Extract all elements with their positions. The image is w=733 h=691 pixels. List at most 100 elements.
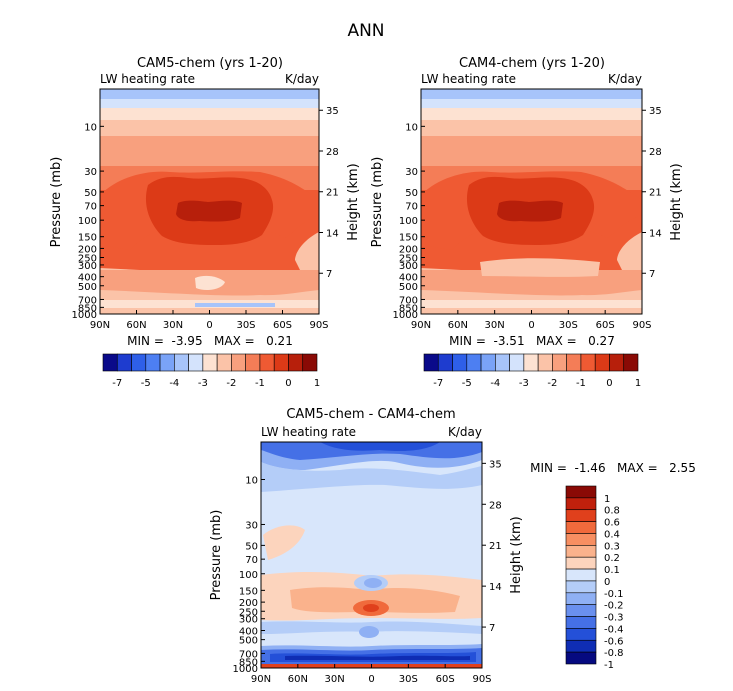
pressure-tick-label: 400	[399, 273, 418, 284]
panel-cam4-stats: MIN = -3.51 MAX = 0.27	[449, 334, 615, 348]
figure-title: ANN	[347, 21, 384, 41]
panel-diff-subtitle-right: K/day	[448, 425, 482, 439]
latitude-tick-label: 90S	[632, 320, 651, 331]
colorbar-swatch	[609, 353, 625, 372]
latitude-tick-label: 90S	[309, 320, 328, 331]
colorbar-swatch	[565, 616, 597, 629]
pressure-tick-label: 200	[239, 598, 258, 609]
panel-diff-ylabel-right: Height (km)	[509, 516, 524, 593]
colorbar-label: -4	[490, 378, 500, 389]
latitude-tick-label: 60S	[596, 320, 615, 331]
colorbar-label: 0.1	[604, 565, 620, 576]
pressure-tick-label: 1000	[393, 310, 418, 321]
colorbar-swatch	[480, 353, 496, 372]
latitude-tick-label: 90S	[472, 674, 491, 685]
panel-diff-subtitle-left: LW heating rate	[261, 425, 356, 439]
panel-cam5-plot-area	[100, 89, 319, 314]
colorbar-label: 0.6	[604, 518, 620, 529]
pressure-tick-label: 250	[239, 607, 258, 618]
panel-cam5-ylabel-right: Height (km)	[346, 163, 361, 240]
pressure-tick-label: 10	[405, 122, 418, 133]
height-tick-label: 35	[649, 106, 662, 117]
pressure-tick-label: 50	[84, 188, 97, 199]
panel-cam5-title: CAM5-chem (yrs 1-20)	[137, 56, 283, 71]
pressure-tick-label: 10	[245, 476, 258, 487]
colorbar-swatch	[565, 639, 597, 653]
pressure-tick-label: 30	[245, 520, 258, 531]
colorbar-swatch	[537, 353, 553, 372]
pressure-tick-label: 200	[399, 244, 418, 255]
pressure-tick-label: 1000	[72, 310, 97, 321]
pressure-tick-label: 300	[399, 261, 418, 272]
colorbar-swatch	[188, 353, 204, 372]
colorbar-label: -7	[112, 378, 122, 389]
colorbar-swatch	[565, 651, 597, 665]
height-tick-label: 28	[649, 147, 662, 158]
colorbar-swatch	[437, 353, 453, 372]
height-tick-label: 28	[489, 500, 502, 511]
height-tick-label: 14	[326, 228, 339, 239]
colorbar-swatch	[273, 353, 289, 372]
panel-cam4-ylabel-right: Height (km)	[669, 163, 684, 240]
colorbar-swatch	[565, 592, 597, 605]
colorbar-label: -0.8	[604, 648, 624, 659]
panel-diff-colorbar: 10.80.60.40.30.20.10-0.1-0.2-0.3-0.4-0.6…	[565, 485, 624, 671]
height-tick-label: 7	[326, 269, 332, 280]
panel-cam5-stats: MIN = -3.95 MAX = 0.21	[127, 334, 293, 348]
height-tick-label: 7	[489, 623, 495, 634]
colorbar-swatch	[302, 353, 318, 372]
panel-diff-title: CAM5-chem - CAM4-chem	[286, 407, 455, 422]
colorbar-swatch	[423, 353, 439, 372]
colorbar-label: 0	[606, 378, 612, 389]
panel-cam4-ylabel: Pressure (mb)	[370, 157, 385, 248]
colorbar-swatch	[623, 353, 639, 372]
colorbar-label: -5	[141, 378, 151, 389]
pressure-tick-label: 850	[399, 303, 418, 314]
pressure-tick-label: 850	[239, 657, 258, 668]
colorbar-swatch	[116, 353, 132, 372]
colorbar-label: 0.3	[604, 541, 620, 552]
latitude-tick-label: 60N	[448, 320, 468, 331]
latitude-tick-label: 60N	[126, 320, 146, 331]
height-tick-label: 21	[326, 188, 339, 199]
pressure-tick-label: 50	[405, 188, 418, 199]
colorbar-swatch	[565, 580, 597, 594]
pressure-tick-label: 300	[239, 615, 258, 626]
panel-diff-height-axis: 35 28 21 14 7	[482, 459, 502, 634]
colorbar-label: 0	[604, 577, 610, 588]
pressure-tick-label: 700	[399, 295, 418, 306]
colorbar-label: -4	[169, 378, 179, 389]
colorbar-label: 0	[285, 378, 291, 389]
colorbar-swatch	[594, 353, 610, 372]
latitude-tick-label: 90N	[411, 320, 431, 331]
colorbar-label: -0.1	[604, 589, 624, 600]
height-tick-label: 35	[326, 106, 339, 117]
pressure-tick-label: 500	[399, 282, 418, 293]
height-tick-label: 14	[489, 582, 502, 593]
colorbar-swatch	[202, 353, 218, 372]
panel-diff-ylabel: Pressure (mb)	[209, 510, 224, 601]
height-tick-label: 7	[649, 269, 655, 280]
panel-cam4-plot-area	[421, 89, 642, 314]
colorbar-swatch	[174, 353, 189, 372]
colorbar-swatch	[565, 533, 597, 546]
colorbar-swatch	[566, 353, 582, 372]
colorbar-label: -7	[433, 378, 443, 389]
colorbar-swatch	[159, 353, 175, 372]
colorbar-label: -3	[198, 378, 208, 389]
panel-cam4-latitude-axis: 90N 60N 30N 0 30S 60S 90S	[411, 310, 652, 331]
panel-cam5-subtitle-right: K/day	[285, 72, 319, 86]
colorbar-swatch	[523, 353, 539, 372]
colorbar-label: 1	[314, 378, 320, 389]
height-tick-label: 28	[326, 147, 339, 158]
pressure-tick-label: 850	[78, 303, 97, 314]
pressure-tick-label: 400	[239, 626, 258, 637]
latitude-tick-label: 30S	[399, 674, 418, 685]
colorbar-swatch	[552, 353, 567, 372]
colorbar-swatch	[580, 353, 596, 372]
latitude-tick-label: 30S	[559, 320, 578, 331]
colorbar-swatch	[565, 485, 597, 499]
pressure-tick-label: 250	[78, 254, 97, 265]
